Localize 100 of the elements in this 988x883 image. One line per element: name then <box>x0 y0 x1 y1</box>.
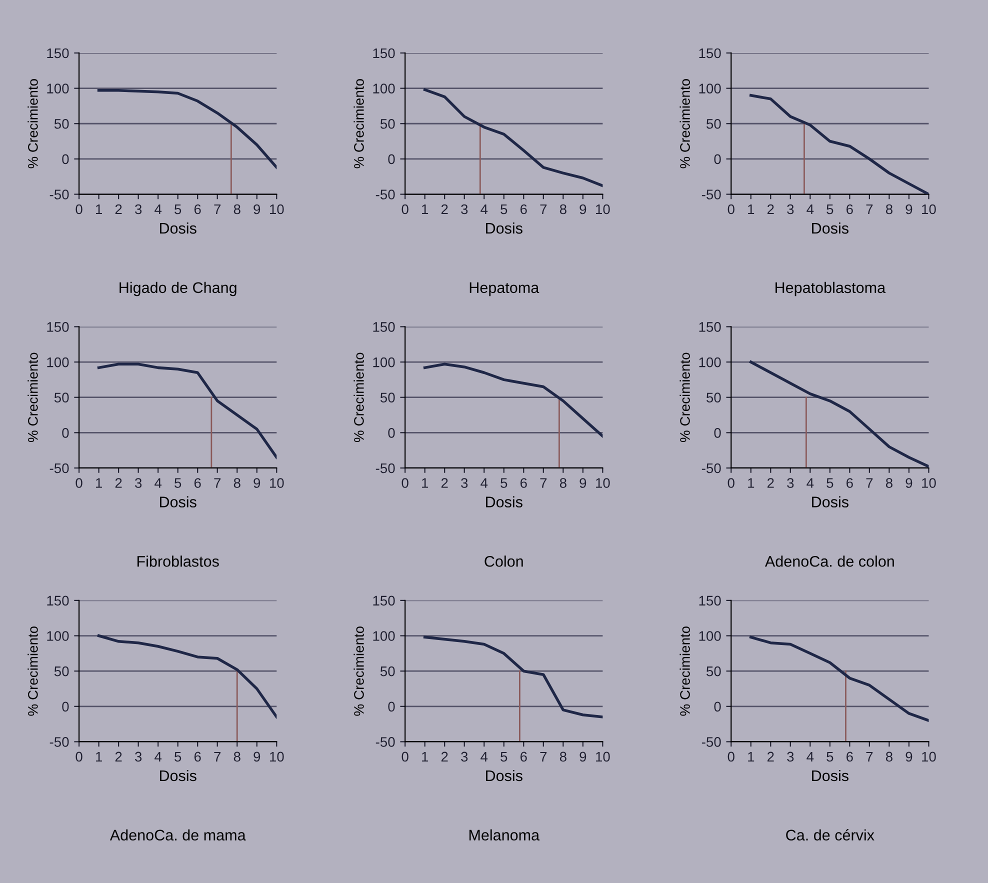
y-tick-label: 100 <box>373 631 395 641</box>
x-tick-label: 0 <box>728 752 734 762</box>
y-axis-title: % Crecimiento <box>354 79 364 168</box>
x-tick-label: 3 <box>134 204 142 214</box>
x-tick-label: 10 <box>270 752 284 762</box>
y-axis-title: % Crecimiento <box>28 352 38 442</box>
x-tick-label: 7 <box>214 478 221 488</box>
x-tick-label: 0 <box>402 752 408 762</box>
x-tick-label: 6 <box>194 478 201 488</box>
x-tick-label: 4 <box>480 752 488 762</box>
x-tick-label: 9 <box>906 478 912 488</box>
x-tick-label: 3 <box>461 204 468 214</box>
text: Hepatoblastoma <box>776 282 886 296</box>
x-tick-label: 5 <box>174 478 182 488</box>
x-tick-label: 7 <box>866 204 873 214</box>
x-tick-label: 8 <box>886 752 892 762</box>
x-tick-label: 9 <box>580 204 586 214</box>
x-tick-label: 10 <box>270 204 284 214</box>
y-tick-label: 100 <box>373 357 395 368</box>
x-tick-label: 3 <box>787 204 794 214</box>
x-tick-label: 1 <box>96 752 102 762</box>
y-tick-label: -50 <box>376 737 395 747</box>
x-tick-label: 7 <box>214 752 221 762</box>
x-axis-title: Dosis <box>812 496 848 508</box>
x-tick-label: 2 <box>767 478 774 488</box>
y-tick-label: -50 <box>376 463 395 474</box>
y-tick-label: -50 <box>50 190 69 200</box>
x-tick-label: 0 <box>76 204 82 214</box>
x-tick-label: 3 <box>787 752 794 762</box>
y-tick-label: 150 <box>47 596 69 606</box>
x-tick-label: 7 <box>540 752 547 762</box>
x-tick-label: 10 <box>596 478 610 488</box>
y-tick-label: 50 <box>54 666 69 676</box>
x-tick-label: 1 <box>748 204 754 214</box>
x-tick-label: 8 <box>234 752 240 762</box>
text: Higado de Chang <box>120 282 236 296</box>
x-tick-label: 10 <box>922 752 936 762</box>
x-tick-label: 0 <box>402 478 408 488</box>
x-tick-label: 4 <box>806 478 814 488</box>
y-tick-label: 50 <box>706 392 721 403</box>
x-tick-label: 10 <box>596 204 610 214</box>
x-tick-label: 6 <box>194 752 201 762</box>
x-tick-label: 4 <box>480 204 488 214</box>
y-tick-label: 150 <box>699 48 721 58</box>
x-tick-label: 1 <box>422 752 428 762</box>
x-tick-label: 5 <box>826 752 834 762</box>
y-tick-label: 150 <box>699 322 721 332</box>
x-tick-label: 3 <box>461 478 468 488</box>
x-tick-label: 1 <box>748 478 754 488</box>
x-tick-label: 5 <box>174 204 182 214</box>
line-series <box>749 360 929 468</box>
x-tick-label: 10 <box>922 204 936 214</box>
x-tick-label: 1 <box>422 204 428 214</box>
x-tick-label: 10 <box>922 478 936 488</box>
text: Melanoma <box>469 829 540 841</box>
y-axis-title: % Crecimiento <box>354 352 364 442</box>
y-tick-label: 100 <box>699 84 721 94</box>
y-tick-label: 100 <box>699 357 721 368</box>
line-series <box>97 89 277 169</box>
line-series <box>423 636 603 718</box>
y-tick-label: 0 <box>388 428 395 438</box>
x-tick-label: 4 <box>806 204 814 214</box>
x-tick-label: 8 <box>234 204 240 214</box>
x-tick-label: 3 <box>134 478 142 488</box>
y-tick-label: 100 <box>47 84 69 94</box>
x-tick-label: 9 <box>254 478 260 488</box>
x-tick-label: 4 <box>480 478 488 488</box>
x-tick-label: 7 <box>214 204 221 214</box>
y-tick-label: 50 <box>54 392 69 403</box>
x-tick-label: 1 <box>96 204 102 214</box>
x-tick-label: 7 <box>866 478 873 488</box>
y-axis-title: % Crecimiento <box>28 626 38 716</box>
y-tick-label: -50 <box>702 463 721 474</box>
line-series <box>423 88 603 188</box>
y-tick-label: 50 <box>380 118 395 129</box>
y-tick-label: -50 <box>50 737 69 747</box>
x-tick-label: 8 <box>234 478 240 488</box>
y-tick-label: 0 <box>62 154 69 164</box>
x-tick-label: 2 <box>115 752 122 762</box>
x-tick-label: 1 <box>96 478 102 488</box>
y-tick-label: 100 <box>373 84 395 94</box>
x-tick-label: 10 <box>270 478 284 488</box>
x-tick-label: 1 <box>748 752 754 762</box>
x-tick-label: 9 <box>906 204 912 214</box>
x-axis-title: Dosis <box>486 222 522 234</box>
y-tick-label: 0 <box>714 428 721 438</box>
y-tick-label: 150 <box>47 48 69 58</box>
x-tick-label: 2 <box>441 752 448 762</box>
x-tick-label: 2 <box>441 478 448 488</box>
y-tick-label: -50 <box>702 190 721 200</box>
x-tick-label: 5 <box>500 478 508 488</box>
x-tick-label: 7 <box>866 752 873 762</box>
x-tick-label: 7 <box>540 204 547 214</box>
y-tick-label: -50 <box>702 737 721 747</box>
x-tick-label: 0 <box>76 752 82 762</box>
line-series <box>97 362 277 459</box>
x-tick-label: 3 <box>787 478 794 488</box>
y-tick-label: 0 <box>62 702 69 712</box>
x-tick-label: 6 <box>194 204 201 214</box>
x-tick-label: 0 <box>76 478 82 488</box>
